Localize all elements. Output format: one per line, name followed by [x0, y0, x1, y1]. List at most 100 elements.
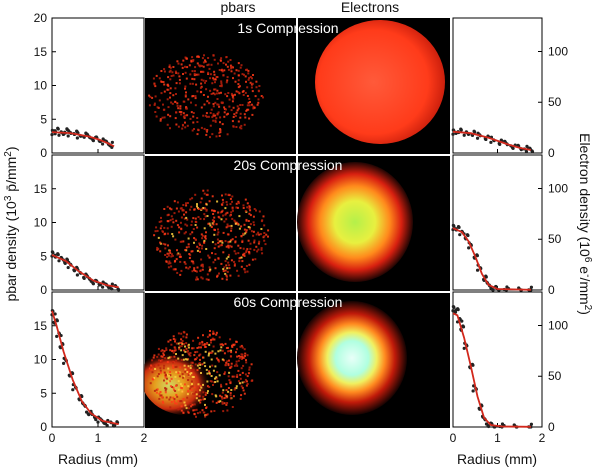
pbar-speckle — [243, 268, 246, 271]
pbar-speckle — [177, 371, 180, 374]
pbar-speckle — [215, 377, 218, 380]
pbar-speckle — [148, 104, 151, 107]
pbar-speckle — [243, 113, 246, 116]
pbar-speckle — [227, 363, 230, 365]
pbar-speckle — [224, 213, 227, 216]
pbar-speckle — [252, 74, 254, 76]
pbar-speckle — [228, 349, 231, 352]
data-point — [530, 149, 534, 153]
pbar-speckle — [247, 69, 250, 72]
pbar-speckle — [206, 100, 209, 103]
pbar-speckle — [241, 355, 244, 358]
pbar-speckle — [192, 368, 195, 371]
pbar-speckle — [189, 208, 192, 211]
pbar-speckle — [164, 376, 167, 379]
pbar-speckle — [242, 94, 245, 96]
pbar-speckle — [183, 383, 186, 386]
pbar-speckle — [189, 198, 192, 201]
pbar-speckle — [232, 116, 235, 118]
pbar-speckle — [180, 409, 183, 412]
pbar-speckle — [230, 109, 233, 112]
pbar-speckle — [160, 359, 163, 362]
pbar-speckle — [152, 77, 155, 80]
pbar-speckle — [181, 127, 184, 130]
pbar-speckle — [235, 360, 238, 363]
pbar-speckle — [241, 386, 244, 389]
pbar-speckle — [239, 247, 242, 250]
pbar-speckle — [210, 380, 213, 383]
pbar-speckle — [179, 240, 182, 243]
pbar-speckle — [186, 124, 189, 127]
pbar-speckle — [222, 344, 225, 347]
pbar-speckle — [208, 266, 211, 269]
pbar-speckle — [224, 260, 227, 263]
pbar-speckle — [200, 90, 203, 93]
pbar-speckle — [165, 349, 168, 351]
data-point — [529, 422, 534, 426]
pbar-speckle — [159, 227, 162, 230]
pbar-speckle — [173, 349, 176, 352]
pbar-speckle — [176, 104, 179, 107]
pbar-speckle — [208, 386, 211, 388]
pbar-speckle — [256, 250, 259, 253]
pbar-speckle — [208, 372, 211, 375]
pbar-speckle — [218, 131, 221, 134]
x-tick-label: 1 — [494, 431, 501, 445]
pbar-speckle — [214, 243, 217, 246]
pbar-speckle — [246, 108, 249, 111]
pbar-speckle — [184, 126, 187, 129]
pbar-speckle — [216, 233, 219, 236]
pbar-speckle — [159, 391, 162, 393]
pbar-speckle — [241, 260, 244, 263]
pbar-speckle — [218, 336, 221, 339]
pbar-speckle — [197, 64, 200, 67]
pbar-speckle — [255, 209, 257, 212]
pbar-speckle — [148, 94, 151, 97]
pbar-speckle — [218, 272, 220, 275]
pbar-speckle — [200, 78, 203, 81]
pbar-speckle — [192, 217, 195, 220]
pbar-speckle — [231, 344, 233, 347]
pbar-speckle — [202, 70, 205, 73]
data-point — [75, 273, 79, 277]
pbar-speckle — [235, 387, 238, 390]
pbar-speckle — [201, 65, 203, 67]
pbar-speckle — [233, 364, 236, 367]
pbar-speckle — [157, 247, 160, 250]
pbar-speckle — [204, 350, 207, 353]
pbar-speckle — [169, 219, 172, 222]
pbar-speckle — [190, 405, 193, 408]
pbar-speckle — [222, 251, 225, 254]
data-point — [472, 129, 476, 133]
pbar-speckle — [209, 124, 212, 127]
left-y-axis-label: pbar density (103 p̄/mm2) — [3, 146, 19, 301]
pbar-speckle — [153, 234, 156, 237]
pbar-speckle — [203, 239, 206, 242]
pbar-speckle — [169, 371, 171, 373]
pbar-speckle — [213, 58, 216, 61]
pbar-speckle — [242, 204, 245, 207]
pbar-speckle — [166, 227, 169, 230]
pbar-speckle — [209, 136, 211, 139]
data-point — [477, 406, 481, 410]
pbar-speckle — [151, 96, 154, 99]
pbar-speckle — [229, 382, 232, 385]
pbar-speckle — [239, 373, 242, 376]
pbar-speckle — [157, 106, 160, 109]
pbar-speckle — [251, 82, 254, 85]
data-point — [50, 133, 54, 137]
pbar-speckle — [205, 112, 208, 115]
pbar-speckle — [179, 221, 182, 224]
pbar-speckle — [238, 92, 241, 95]
pbar-speckle — [207, 115, 210, 118]
pbar-speckle — [159, 118, 162, 121]
pbar-speckle — [187, 411, 190, 414]
pbar-speckle — [199, 270, 202, 272]
pbar-speckle — [210, 341, 212, 344]
pbar-speckle — [246, 380, 248, 383]
pbar-speckle — [162, 367, 165, 370]
pbar-speckle — [205, 88, 208, 91]
y-tick-label: 15 — [34, 45, 48, 59]
pbar-speckle — [204, 59, 206, 62]
pbar-speckle — [203, 411, 206, 414]
